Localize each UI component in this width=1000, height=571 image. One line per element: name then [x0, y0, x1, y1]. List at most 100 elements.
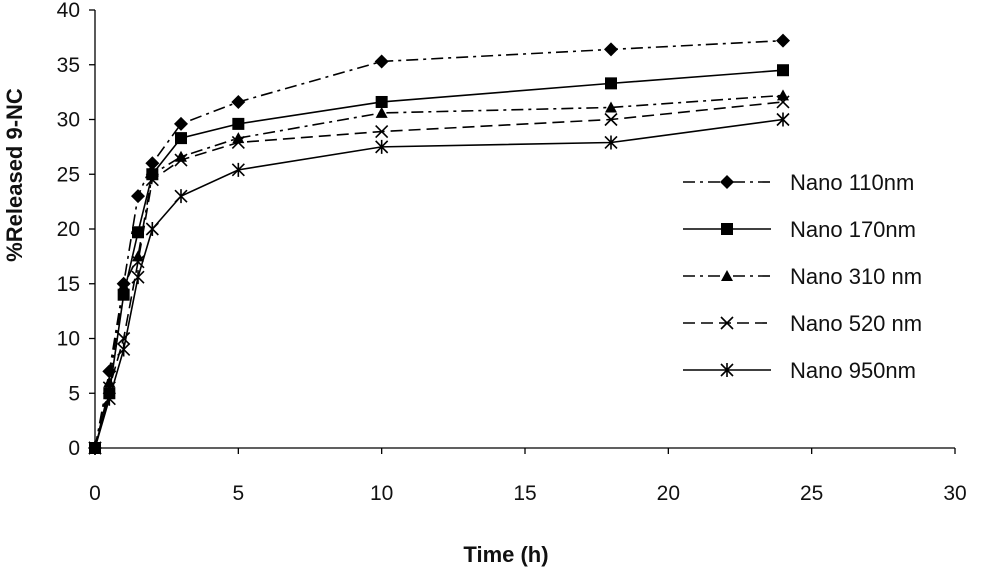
marker-shape	[776, 112, 790, 127]
marker-shape	[605, 77, 617, 90]
data-point	[605, 77, 617, 90]
data-point	[231, 94, 246, 109]
marker-shape	[776, 33, 790, 48]
data-point	[174, 189, 188, 204]
marker-shape	[232, 117, 245, 130]
legend-marker	[721, 223, 733, 235]
y-tick-label: 15	[57, 273, 80, 296]
marker-shape	[605, 101, 617, 113]
legend-marker	[720, 316, 734, 330]
marker-shape	[231, 135, 245, 150]
marker-shape	[375, 124, 389, 139]
y-tick-label: 40	[57, 0, 80, 22]
data-point	[375, 139, 389, 154]
data-point	[117, 342, 131, 357]
data-point	[131, 270, 145, 285]
y-tick-label: 20	[57, 218, 80, 241]
data-point	[175, 132, 187, 145]
series-line	[94, 39, 784, 449]
series-4	[88, 95, 790, 455]
legend-entry-2: Nano 170nm	[683, 217, 916, 242]
data-point	[604, 42, 618, 57]
y-tick-label: 25	[57, 163, 80, 186]
marker-shape	[117, 342, 131, 357]
series-3	[89, 89, 789, 453]
marker-shape	[102, 391, 116, 406]
y-axis-title: %Released 9-NC	[2, 88, 27, 262]
data-point	[232, 117, 245, 130]
data-point	[145, 222, 159, 236]
marker-shape	[88, 441, 102, 455]
marker-shape	[777, 64, 789, 77]
y-tick-label: 35	[57, 54, 80, 77]
data-point	[145, 173, 159, 187]
data-point	[776, 33, 790, 48]
data-point	[605, 101, 617, 113]
marker-shape	[145, 173, 159, 187]
x-tick-label: 30	[943, 482, 966, 505]
data-point	[174, 116, 188, 131]
series-line	[94, 101, 784, 449]
marker-shape	[117, 279, 130, 291]
marker-shape	[145, 222, 159, 236]
data-point	[145, 156, 160, 171]
marker-shape	[231, 94, 246, 109]
legend-label: Nano 950nm	[790, 358, 916, 383]
marker-shape	[776, 95, 790, 109]
marker-shape	[174, 116, 188, 131]
legend-label: Nano 520 nm	[790, 311, 922, 336]
x-axis-title: Time (h)	[463, 542, 548, 567]
data-point	[131, 189, 145, 204]
series-2	[89, 64, 789, 454]
legend-marker	[720, 175, 734, 189]
marker-shape	[777, 89, 789, 101]
data-point	[604, 135, 618, 150]
marker-shape	[375, 139, 389, 154]
marker-shape	[721, 270, 733, 281]
legend-entry-1: Nano 110nm	[683, 170, 914, 195]
data-point	[604, 112, 618, 127]
legend-marker	[720, 363, 734, 377]
data-point	[174, 153, 188, 167]
marker-shape	[145, 156, 160, 171]
marker-shape	[117, 331, 131, 346]
marker-shape	[175, 132, 187, 145]
data-point	[117, 288, 130, 301]
series-line	[94, 118, 784, 449]
marker-shape	[374, 54, 389, 69]
y-tick-label: 0	[68, 437, 80, 460]
x-tick-label: 5	[232, 482, 244, 505]
data-point	[776, 112, 790, 127]
marker-shape	[117, 288, 130, 301]
data-point	[231, 162, 245, 177]
marker-shape	[375, 106, 388, 118]
data-point	[375, 124, 389, 139]
y-tick-label: 30	[57, 109, 80, 132]
marker-shape	[174, 189, 188, 204]
marker-shape	[375, 95, 388, 108]
marker-shape	[720, 363, 734, 377]
marker-shape	[131, 189, 145, 204]
data-point	[375, 95, 388, 108]
y-tick-label: 5	[68, 382, 80, 405]
series-line	[94, 69, 784, 449]
legend-label: Nano 310 nm	[790, 264, 922, 289]
marker-shape	[720, 175, 734, 189]
legend: Nano 110nm Nano 170nm Nano 310 nm Nano 520 …	[683, 170, 922, 383]
legend-label: Nano 170nm	[790, 217, 916, 242]
marker-shape	[721, 223, 733, 235]
series-line	[94, 94, 784, 449]
x-tick-label: 20	[657, 482, 680, 505]
marker-shape	[604, 42, 618, 57]
data-point	[117, 331, 131, 346]
data-point	[102, 391, 116, 406]
data-point	[88, 441, 102, 455]
marker-shape	[720, 316, 734, 330]
marker-shape	[131, 270, 145, 285]
legend-entry-3: Nano 310 nm	[683, 264, 922, 289]
marker-shape	[231, 162, 245, 177]
marker-shape	[604, 112, 618, 127]
legend-entry-4: Nano 520 nm	[683, 311, 922, 336]
x-tick-label: 25	[800, 482, 823, 505]
